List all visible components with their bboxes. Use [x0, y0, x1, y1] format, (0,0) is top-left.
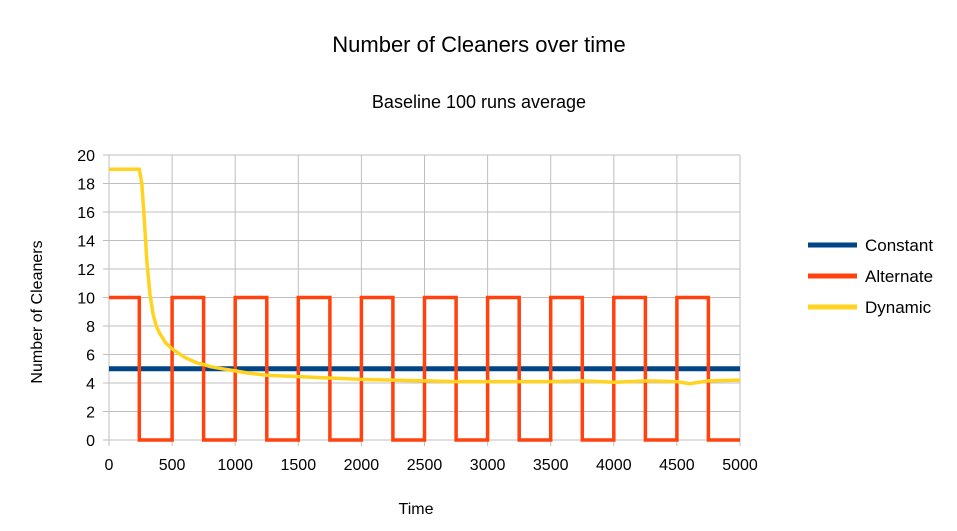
series-lines — [109, 167, 741, 442]
x-axis-label: Time — [399, 501, 434, 518]
y-tick-label: 16 — [77, 205, 95, 222]
x-tick-label: 4000 — [596, 457, 632, 474]
y-tick-label: 12 — [77, 262, 95, 279]
y-tick-label: 20 — [77, 148, 95, 165]
x-tick-label: 0 — [105, 457, 114, 474]
y-tick-label: 14 — [77, 234, 95, 251]
x-tick-label: 4500 — [659, 457, 695, 474]
x-tick-label: 2000 — [344, 457, 380, 474]
x-tick-label: 500 — [159, 457, 186, 474]
x-tick-label: 2500 — [407, 457, 443, 474]
legend-label-alternate: Alternate — [865, 267, 933, 286]
legend-label-constant: Constant — [865, 236, 933, 255]
y-tick-label: 2 — [86, 405, 95, 422]
y-tick-label: 4 — [86, 376, 95, 393]
y-tick-label: 18 — [77, 177, 95, 194]
series-line-dynamic — [109, 167, 741, 386]
chart-subtitle: Baseline 100 runs average — [372, 92, 586, 112]
y-tick-label: 8 — [86, 319, 95, 336]
legend-label-dynamic: Dynamic — [865, 298, 932, 317]
y-tick-label: 6 — [86, 348, 95, 365]
x-tick-label: 3000 — [470, 457, 506, 474]
legend: Constant Alternate Dynamic — [808, 236, 933, 317]
series-line-alternate — [109, 295, 740, 442]
y-axis-ticks: 0 2 4 6 8 10 12 14 16 18 20 — [77, 148, 95, 450]
chart-title: Number of Cleaners over time — [332, 32, 625, 57]
x-tick-label: 3500 — [533, 457, 569, 474]
x-axis-ticks: 0 500 1000 1500 2000 2500 3000 3500 4000 4500 5000 — [105, 457, 758, 474]
x-tick-label: 1500 — [281, 457, 317, 474]
y-tick-label: 10 — [77, 291, 95, 308]
y-tick-label: 0 — [86, 433, 95, 450]
x-tick-label: 1000 — [217, 457, 253, 474]
y-axis-label: Number of Cleaners — [29, 240, 46, 383]
x-tick-label: 5000 — [722, 457, 758, 474]
